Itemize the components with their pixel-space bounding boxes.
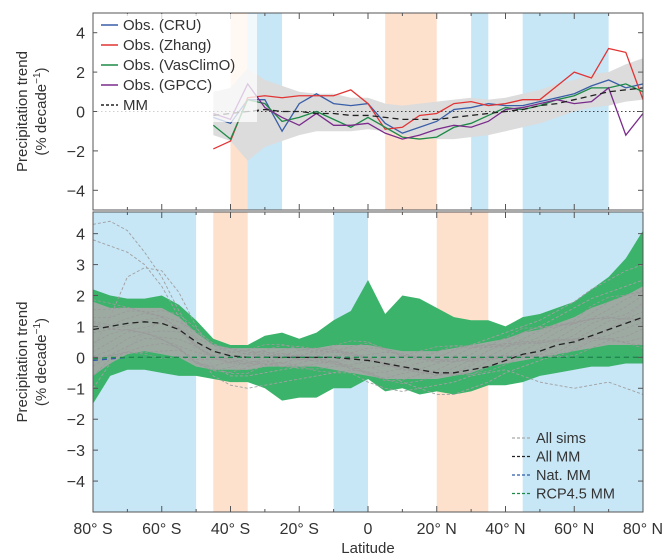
- y-axis-label-units: (% decade−1): [32, 318, 50, 406]
- legend-label: Obs. (VasClimO): [123, 57, 235, 74]
- x-tick-label: 20° S: [280, 521, 319, 538]
- x-tick-label: 80° S: [73, 521, 112, 538]
- series-line-obs-cru-: [213, 79, 643, 134]
- y-tick-label: 1: [76, 319, 85, 336]
- sim-line-outlier: [93, 239, 643, 395]
- series-line-obs-vasclimo-: [212, 83, 643, 141]
- legend-label: RCP4.5 MM: [536, 487, 615, 503]
- y-tick-label: −4: [67, 183, 85, 200]
- legend-label: All MM: [536, 450, 580, 466]
- series-line-mm: [213, 87, 643, 121]
- y-tick-label: 3: [76, 258, 85, 275]
- x-tick-label: 40° N: [485, 521, 525, 538]
- plot-area-top: [93, 13, 643, 210]
- y-axis-label: Precipitation trend: [14, 51, 31, 172]
- legend-label: All sims: [536, 431, 586, 447]
- legend-label: Obs. (Zhang): [123, 37, 211, 54]
- sim-line: [93, 291, 643, 358]
- x-tick-label: 20° N: [417, 521, 457, 538]
- legend-bottom: All sims All MM Nat. MM RCP4.5 MM: [512, 431, 615, 503]
- legend-label: MM: [123, 97, 148, 114]
- plot-area-bottom: [93, 212, 643, 512]
- y-tick-label: −3: [67, 443, 85, 460]
- x-axis-label: Latitude: [341, 540, 394, 557]
- sim-line: [93, 290, 643, 357]
- y-tick-label: 2: [76, 289, 85, 306]
- legend-background: [97, 14, 257, 122]
- legend-label: Obs. (GPCC): [123, 77, 212, 94]
- y-axis-label-units: (% decade−1): [32, 67, 50, 155]
- sim-line-outlier: [93, 264, 643, 371]
- sim-line: [93, 321, 643, 376]
- series-line-rcp4-5-mm: [93, 356, 643, 360]
- x-tick-label: 80° N: [623, 521, 663, 538]
- y-tick-label: −1: [67, 381, 85, 398]
- y-tick-label: 0: [76, 350, 85, 367]
- y-tick-label: 4: [76, 227, 85, 244]
- y-tick-label: −4: [67, 474, 85, 491]
- sim-line: [93, 328, 643, 377]
- y-tick-label: 4: [76, 26, 85, 43]
- legend-label: Obs. (CRU): [123, 17, 201, 34]
- x-tick-label: 40° S: [211, 521, 250, 538]
- legend-label: Nat. MM: [536, 468, 591, 484]
- x-tick-label: 60° N: [554, 521, 594, 538]
- sim-line: [93, 319, 643, 374]
- sim-line: [93, 317, 643, 369]
- y-axis-label: Precipitation trend: [14, 302, 31, 423]
- x-tick-label: 0: [364, 521, 373, 538]
- y-tick-label: 2: [76, 65, 85, 82]
- sim-line-outlier: [93, 319, 643, 395]
- series-line-obs-zhang-: [213, 47, 643, 150]
- y-tick-label: 0: [76, 105, 85, 122]
- x-tick-label: 60° S: [142, 521, 181, 538]
- series-line-obs-gpcc-: [213, 82, 643, 140]
- sim-line: [93, 340, 643, 384]
- y-tick-label: −2: [67, 144, 85, 161]
- legend-top: Obs. (CRU) Obs. (Zhang) Obs. (VasClimO) Obs…: [97, 14, 257, 122]
- series-line-all-mm: [93, 316, 643, 374]
- model-envelope-top: [213, 58, 643, 161]
- y-tick-label: −2: [67, 412, 85, 429]
